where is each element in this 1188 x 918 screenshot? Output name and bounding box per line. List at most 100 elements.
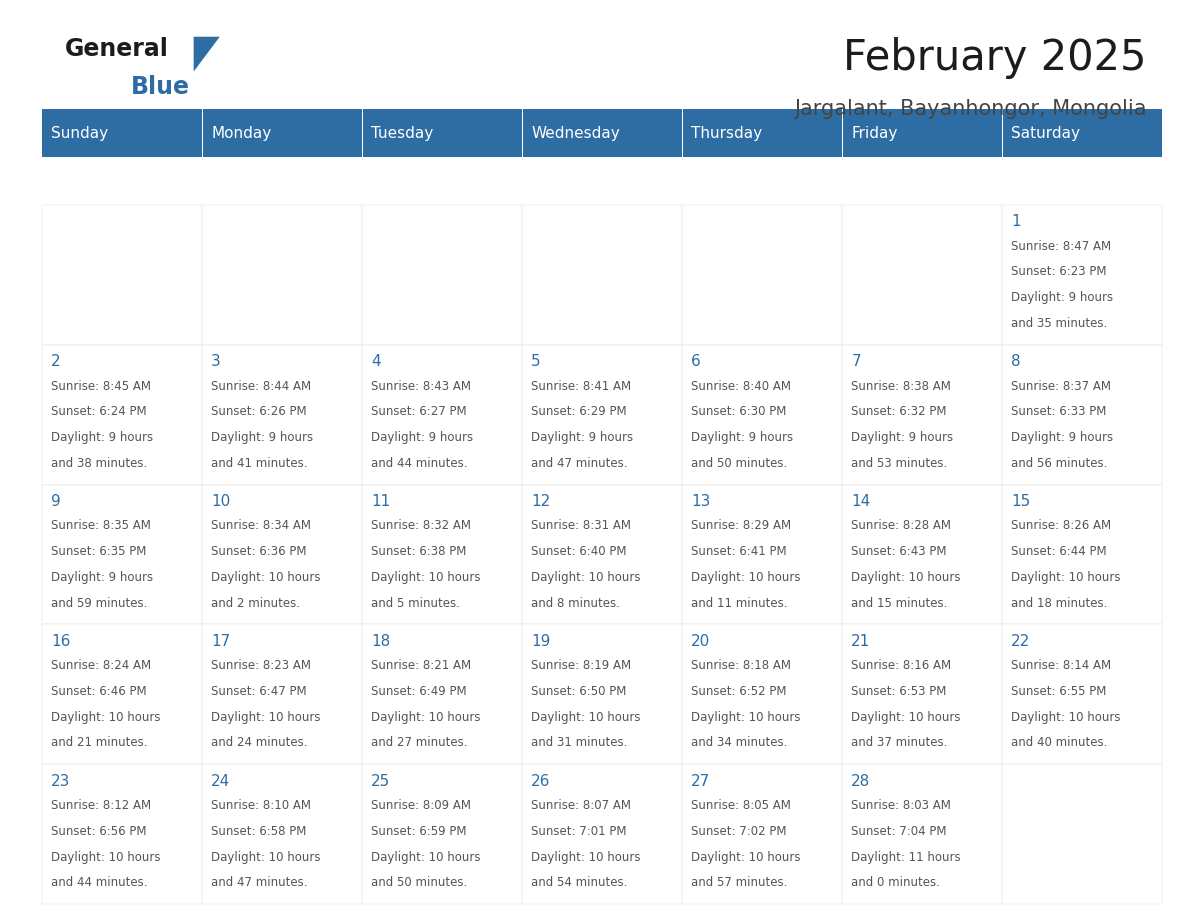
Text: Daylight: 9 hours: Daylight: 9 hours [531,431,633,444]
Text: Daylight: 10 hours: Daylight: 10 hours [691,851,801,864]
Text: Sunset: 6:29 PM: Sunset: 6:29 PM [531,405,627,419]
Text: Sunset: 6:46 PM: Sunset: 6:46 PM [51,685,146,698]
Text: and 50 minutes.: and 50 minutes. [371,877,467,890]
Text: Saturday: Saturday [1011,126,1080,140]
Text: Daylight: 10 hours: Daylight: 10 hours [211,851,321,864]
Text: Sunrise: 8:45 AM: Sunrise: 8:45 AM [51,379,151,393]
Text: Sunrise: 8:40 AM: Sunrise: 8:40 AM [691,379,791,393]
Text: Sunrise: 8:03 AM: Sunrise: 8:03 AM [852,800,952,812]
Text: Sunset: 6:27 PM: Sunset: 6:27 PM [371,405,467,419]
Text: 12: 12 [531,494,550,509]
Text: Daylight: 10 hours: Daylight: 10 hours [691,711,801,723]
Text: 15: 15 [1011,494,1030,509]
Text: Sunset: 6:23 PM: Sunset: 6:23 PM [1011,265,1107,278]
Text: 20: 20 [691,633,710,649]
Text: Sunset: 6:33 PM: Sunset: 6:33 PM [1011,405,1107,419]
Text: and 34 minutes.: and 34 minutes. [691,736,788,749]
Text: Sunset: 6:59 PM: Sunset: 6:59 PM [371,825,467,838]
Text: Daylight: 9 hours: Daylight: 9 hours [1011,291,1113,304]
Text: and 44 minutes.: and 44 minutes. [371,456,468,470]
Text: and 56 minutes.: and 56 minutes. [1011,456,1107,470]
Text: and 59 minutes.: and 59 minutes. [51,597,147,610]
Text: and 53 minutes.: and 53 minutes. [852,456,948,470]
Text: Sunset: 6:38 PM: Sunset: 6:38 PM [371,545,467,558]
Text: Daylight: 9 hours: Daylight: 9 hours [51,431,153,444]
Text: 1: 1 [1011,214,1020,229]
Text: 9: 9 [51,494,61,509]
Text: Sunrise: 8:23 AM: Sunrise: 8:23 AM [211,659,311,672]
Text: Sunset: 6:50 PM: Sunset: 6:50 PM [531,685,626,698]
Text: 10: 10 [211,494,230,509]
Text: Sunrise: 8:16 AM: Sunrise: 8:16 AM [852,659,952,672]
Text: 4: 4 [371,353,381,369]
Text: 24: 24 [211,774,230,789]
Text: Sunrise: 8:05 AM: Sunrise: 8:05 AM [691,800,791,812]
Text: Sunrise: 8:26 AM: Sunrise: 8:26 AM [1011,520,1112,532]
Text: and 24 minutes.: and 24 minutes. [211,736,308,749]
Text: and 38 minutes.: and 38 minutes. [51,456,147,470]
Text: Daylight: 10 hours: Daylight: 10 hours [371,851,481,864]
Text: Sunrise: 8:44 AM: Sunrise: 8:44 AM [211,379,311,393]
Text: Sunrise: 8:35 AM: Sunrise: 8:35 AM [51,520,151,532]
Text: Daylight: 10 hours: Daylight: 10 hours [371,711,481,723]
Text: Sunrise: 8:18 AM: Sunrise: 8:18 AM [691,659,791,672]
Text: Thursday: Thursday [691,126,763,140]
Text: Sunrise: 8:38 AM: Sunrise: 8:38 AM [852,379,952,393]
Text: 14: 14 [852,494,871,509]
Text: 21: 21 [852,633,871,649]
Text: Sunrise: 8:43 AM: Sunrise: 8:43 AM [371,379,472,393]
Text: and 54 minutes.: and 54 minutes. [531,877,627,890]
Text: Sunrise: 8:32 AM: Sunrise: 8:32 AM [371,520,472,532]
Text: Sunset: 6:56 PM: Sunset: 6:56 PM [51,825,146,838]
Text: and 5 minutes.: and 5 minutes. [371,597,460,610]
Text: Sunset: 6:49 PM: Sunset: 6:49 PM [371,685,467,698]
Text: Blue: Blue [131,75,190,99]
Text: Sunrise: 8:37 AM: Sunrise: 8:37 AM [1011,379,1111,393]
Text: 28: 28 [852,774,871,789]
Text: 8: 8 [1011,353,1020,369]
Text: 27: 27 [691,774,710,789]
Text: Daylight: 10 hours: Daylight: 10 hours [531,711,640,723]
Text: Sunset: 6:35 PM: Sunset: 6:35 PM [51,545,146,558]
Text: 6: 6 [691,353,701,369]
Text: 2: 2 [51,353,61,369]
Text: Sunrise: 8:29 AM: Sunrise: 8:29 AM [691,520,791,532]
Text: and 35 minutes.: and 35 minutes. [1011,317,1107,330]
Text: Daylight: 9 hours: Daylight: 9 hours [852,431,954,444]
Text: Sunrise: 8:31 AM: Sunrise: 8:31 AM [531,520,631,532]
Text: and 47 minutes.: and 47 minutes. [211,877,308,890]
Text: Sunrise: 8:24 AM: Sunrise: 8:24 AM [51,659,151,672]
Text: 23: 23 [51,774,70,789]
Text: Sunset: 6:52 PM: Sunset: 6:52 PM [691,685,786,698]
Text: Friday: Friday [852,126,898,140]
Text: 26: 26 [531,774,550,789]
Text: Daylight: 10 hours: Daylight: 10 hours [852,571,961,584]
Text: Daylight: 10 hours: Daylight: 10 hours [852,711,961,723]
Text: Sunset: 6:36 PM: Sunset: 6:36 PM [211,545,307,558]
Text: Daylight: 10 hours: Daylight: 10 hours [1011,571,1120,584]
Text: and 40 minutes.: and 40 minutes. [1011,736,1107,749]
Text: and 37 minutes.: and 37 minutes. [852,736,948,749]
Text: and 27 minutes.: and 27 minutes. [371,736,468,749]
Text: February 2025: February 2025 [843,37,1146,79]
Text: and 57 minutes.: and 57 minutes. [691,877,788,890]
Text: Sunrise: 8:28 AM: Sunrise: 8:28 AM [852,520,952,532]
Text: 16: 16 [51,633,70,649]
Text: Sunrise: 8:34 AM: Sunrise: 8:34 AM [211,520,311,532]
Text: Daylight: 9 hours: Daylight: 9 hours [51,571,153,584]
Text: 19: 19 [531,633,550,649]
Text: Sunrise: 8:19 AM: Sunrise: 8:19 AM [531,659,631,672]
Text: Sunset: 6:53 PM: Sunset: 6:53 PM [852,685,947,698]
Text: and 8 minutes.: and 8 minutes. [531,597,620,610]
Text: Daylight: 9 hours: Daylight: 9 hours [1011,431,1113,444]
Text: 13: 13 [691,494,710,509]
Text: Sunrise: 8:07 AM: Sunrise: 8:07 AM [531,800,631,812]
Text: Daylight: 10 hours: Daylight: 10 hours [1011,711,1120,723]
Text: and 15 minutes.: and 15 minutes. [852,597,948,610]
Text: Daylight: 9 hours: Daylight: 9 hours [371,431,473,444]
Text: and 18 minutes.: and 18 minutes. [1011,597,1107,610]
Text: and 2 minutes.: and 2 minutes. [211,597,301,610]
Text: 22: 22 [1011,633,1030,649]
Text: Sunrise: 8:14 AM: Sunrise: 8:14 AM [1011,659,1112,672]
Text: and 21 minutes.: and 21 minutes. [51,736,147,749]
